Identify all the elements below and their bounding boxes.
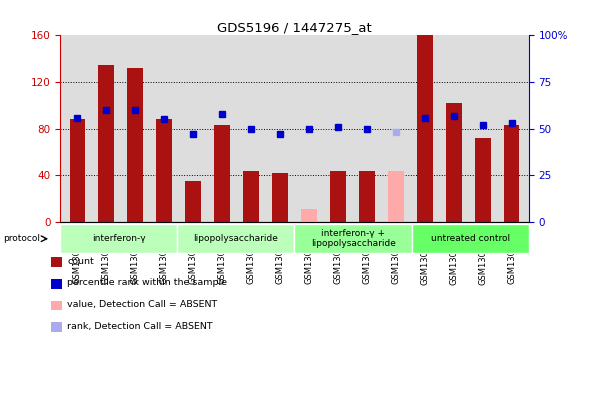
- Bar: [475, 138, 490, 222]
- Bar: [272, 173, 288, 222]
- Bar: [127, 68, 143, 222]
- Text: untreated control: untreated control: [431, 234, 510, 243]
- Bar: [185, 181, 201, 222]
- Bar: [99, 64, 114, 222]
- Bar: [51, 279, 62, 289]
- Bar: [243, 171, 259, 222]
- Bar: [294, 224, 412, 253]
- Bar: [330, 171, 346, 222]
- Bar: [51, 257, 62, 267]
- Text: value, Detection Call = ABSENT: value, Detection Call = ABSENT: [67, 300, 218, 309]
- Title: GDS5196 / 1447275_at: GDS5196 / 1447275_at: [217, 21, 372, 34]
- Bar: [214, 125, 230, 222]
- Bar: [60, 224, 177, 253]
- Bar: [51, 322, 62, 332]
- Text: rank, Detection Call = ABSENT: rank, Detection Call = ABSENT: [67, 322, 213, 331]
- Text: count: count: [67, 257, 94, 266]
- Bar: [70, 119, 85, 222]
- Bar: [156, 119, 172, 222]
- Bar: [446, 103, 462, 222]
- Bar: [504, 125, 519, 222]
- Text: interferon-γ: interferon-γ: [92, 234, 145, 243]
- Bar: [416, 35, 433, 222]
- Bar: [301, 209, 317, 222]
- Text: protocol: protocol: [3, 234, 40, 243]
- Bar: [388, 171, 404, 222]
- Bar: [51, 301, 62, 310]
- Bar: [359, 171, 375, 222]
- Bar: [412, 224, 529, 253]
- Text: percentile rank within the sample: percentile rank within the sample: [67, 279, 227, 287]
- Text: interferon-γ +
lipopolysaccharide: interferon-γ + lipopolysaccharide: [311, 229, 395, 248]
- Bar: [177, 224, 294, 253]
- Text: lipopolysaccharide: lipopolysaccharide: [194, 234, 278, 243]
